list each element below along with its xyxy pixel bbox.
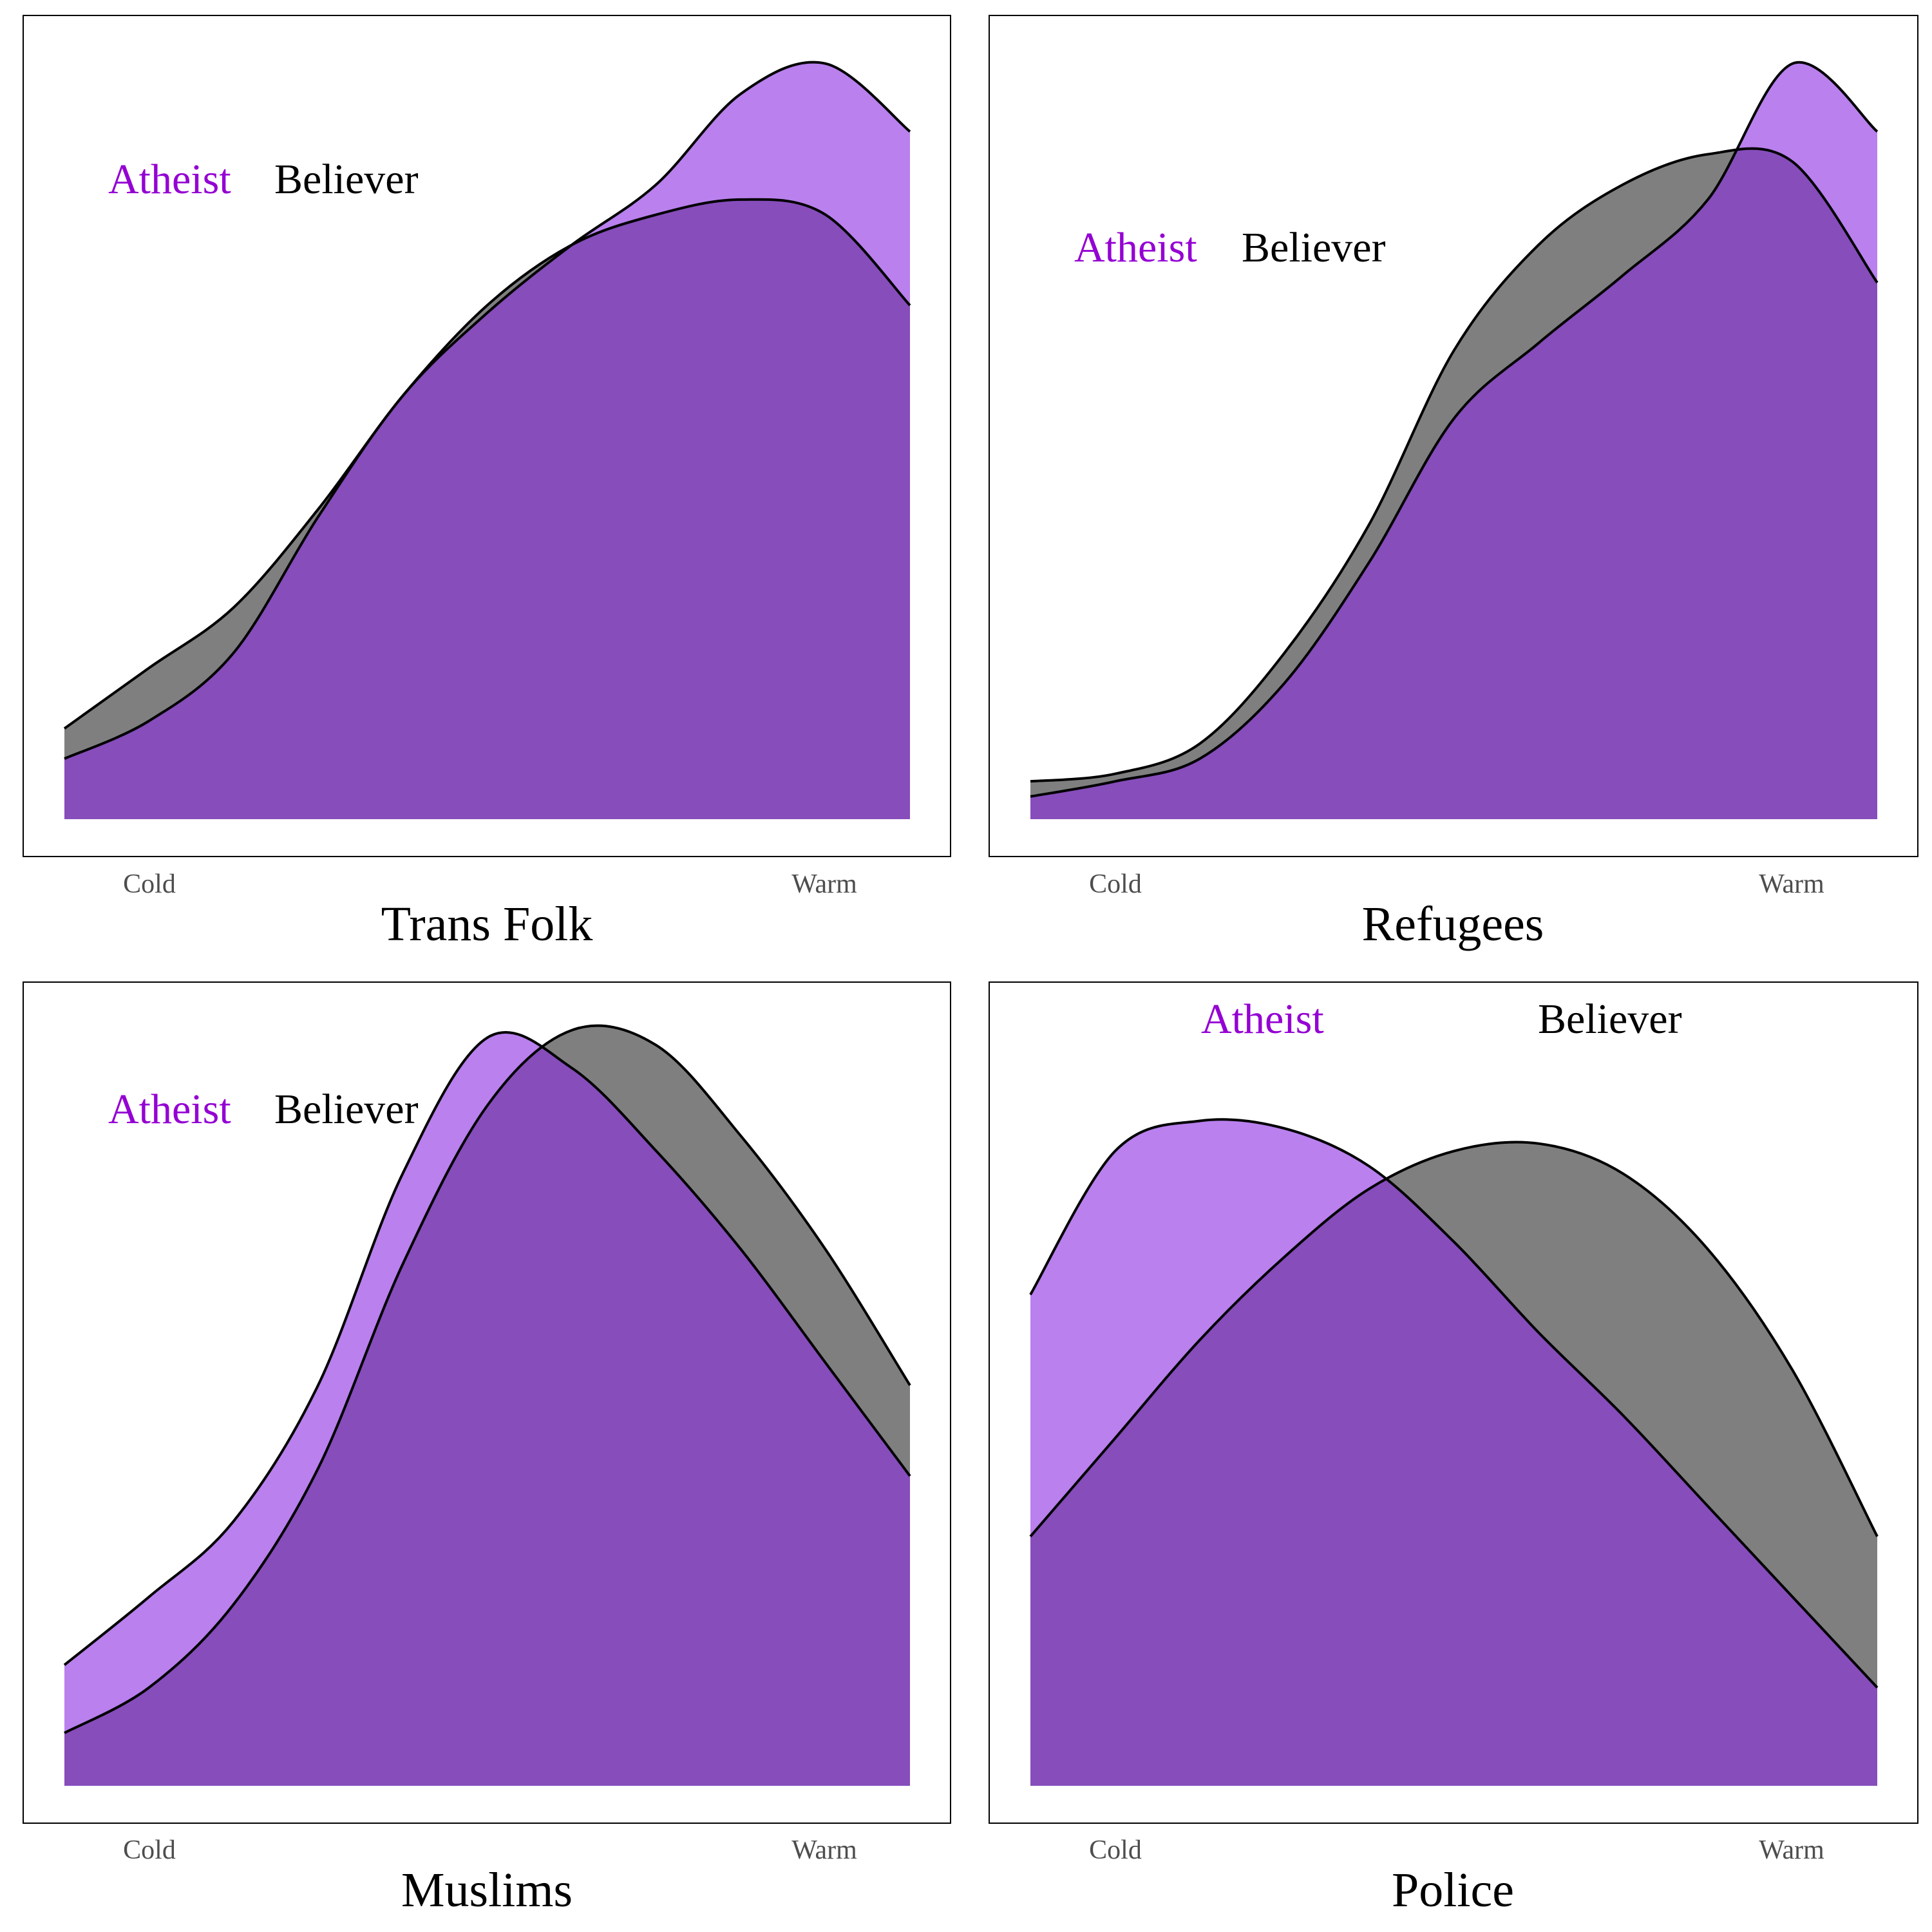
density-area-atheist — [1030, 62, 1877, 819]
legend-label-believer: Believer — [1538, 996, 1682, 1043]
legend-label-atheist: Atheist — [1201, 996, 1324, 1043]
x-tick-label-cold: Cold — [1089, 1835, 1142, 1865]
density-area-atheist — [64, 1032, 910, 1786]
density-curve-atheist — [64, 61, 911, 760]
legend-label-believer: Believer — [1242, 224, 1386, 271]
density-curve-atheist — [1030, 61, 1879, 798]
panel-plot-area — [63, 61, 911, 819]
x-tick-label-cold: Cold — [123, 1835, 176, 1865]
x-tick-label-cold: Cold — [1089, 869, 1142, 899]
panel-title: Refugees — [1362, 897, 1544, 951]
x-tick-label-warm: Warm — [1759, 1835, 1824, 1865]
density-curve-believer — [1030, 147, 1879, 783]
panel-plot-area — [1030, 61, 1879, 820]
density-curve-atheist — [1029, 1118, 1879, 1689]
legend-label-atheist: Atheist — [1074, 224, 1197, 271]
panel-title: Trans Folk — [381, 897, 593, 951]
density-curve-believer — [64, 1024, 911, 1734]
legend-label-believer: Believer — [274, 1086, 419, 1133]
legend-label-believer: Believer — [274, 156, 419, 203]
density-curve-believer — [63, 198, 911, 730]
density-area-atheist — [64, 62, 910, 819]
panel-police: Atheist Believer Cold Warm Police — [989, 981, 1918, 1917]
panel-plot-area — [63, 1024, 911, 1786]
x-tick-label-warm: Warm — [791, 869, 857, 899]
panel-muslims: Atheist Believer Cold Warm Muslims — [23, 981, 951, 1917]
panel-trans-folk: Atheist Believer Cold Warm Trans Folk — [23, 15, 951, 951]
panel-refugees: Atheist Believer Cold Warm Refugees — [989, 15, 1918, 951]
x-tick-label-cold: Cold — [123, 869, 176, 899]
panel-title: Muslims — [401, 1863, 573, 1917]
x-tick-label-warm: Warm — [1759, 869, 1824, 899]
panel-title: Police — [1392, 1863, 1514, 1917]
density-curve-believer — [1029, 1141, 1879, 1538]
legend-label-atheist: Atheist — [108, 1086, 231, 1133]
legend-label-atheist: Atheist — [108, 156, 231, 203]
x-tick-label-warm: Warm — [791, 1835, 857, 1865]
density-curve-atheist — [63, 1030, 911, 1666]
panel-plot-area — [1029, 1118, 1879, 1786]
density-area-atheist — [1030, 1119, 1877, 1786]
